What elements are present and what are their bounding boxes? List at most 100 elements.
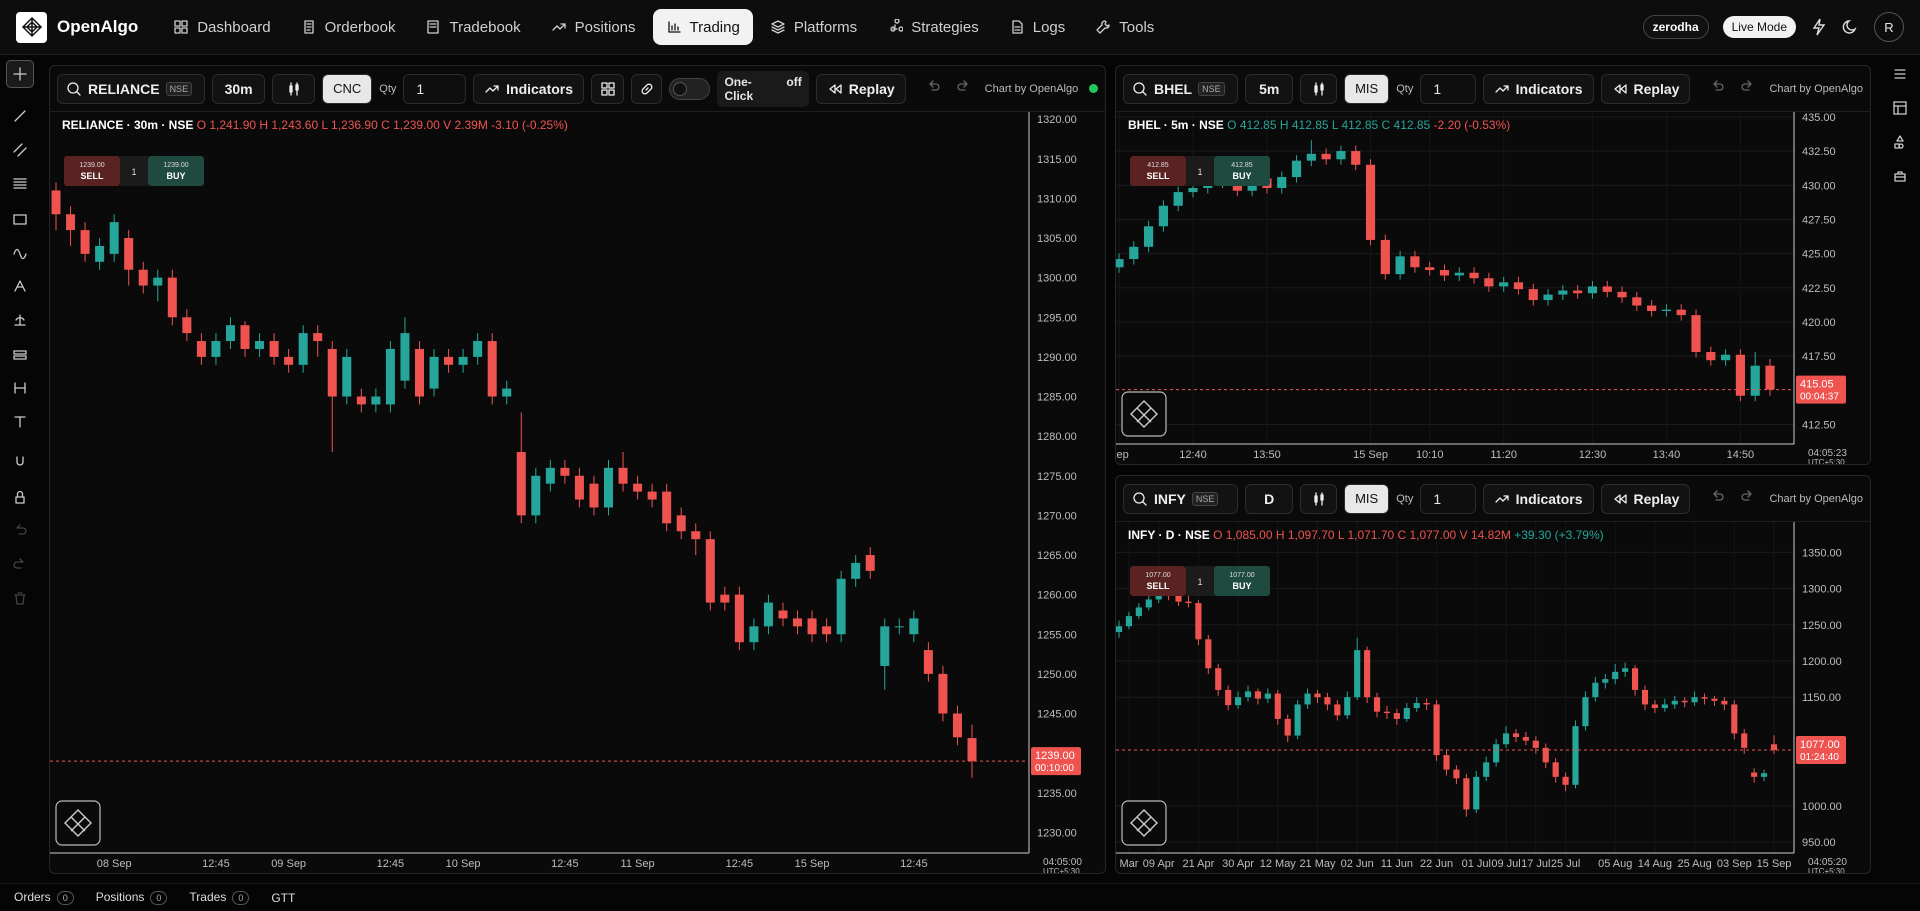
- drawing-tool[interactable]: [6, 550, 34, 578]
- candle-body: [1651, 704, 1658, 709]
- chart-type[interactable]: [272, 73, 316, 104]
- nav-item[interactable]: Tradebook: [412, 9, 533, 45]
- nav-item[interactable]: Tools: [1082, 9, 1167, 45]
- candle-body: [1188, 187, 1198, 193]
- drawing-tool[interactable]: [6, 374, 34, 402]
- status-tab[interactable]: Orders 0: [14, 890, 74, 905]
- brand[interactable]: OpenAlgo: [16, 11, 138, 43]
- qty-input[interactable]: 1: [1420, 73, 1476, 104]
- candle-body: [298, 333, 308, 365]
- candle-body: [211, 341, 221, 357]
- side-tool[interactable]: [1886, 128, 1914, 156]
- drawing-tool[interactable]: [6, 102, 34, 130]
- candle-body: [1676, 309, 1686, 316]
- drawing-tool[interactable]: [6, 584, 34, 612]
- drawing-tool[interactable]: [6, 136, 34, 164]
- x-tick-label: Sep: [1116, 449, 1129, 461]
- nav-item[interactable]: Dashboard: [160, 9, 283, 45]
- candle-body: [356, 396, 366, 405]
- flash-icon[interactable]: [1810, 18, 1828, 36]
- drawing-tool[interactable]: [6, 169, 34, 197]
- candle-body: [1306, 153, 1316, 161]
- chart[interactable]: 1230.001235.001240.001245.001250.001255.…: [50, 112, 1105, 873]
- status-tab[interactable]: GTT: [271, 891, 295, 905]
- replay[interactable]: Replay: [1600, 73, 1691, 104]
- chart[interactable]: 950.00 1000.00 1150.00 1200.00 1250.00 1300.0…: [1116, 522, 1870, 873]
- avatar[interactable]: R: [1874, 12, 1904, 42]
- undo[interactable]: [1709, 488, 1725, 509]
- candle-body: [1158, 205, 1168, 227]
- indicators[interactable]: Indicators: [1482, 73, 1594, 104]
- chart-type[interactable]: [1300, 483, 1338, 514]
- drawing-tool[interactable]: [6, 516, 34, 544]
- side-tool[interactable]: [1886, 94, 1914, 122]
- nav-item[interactable]: Logs: [996, 9, 1079, 45]
- redo[interactable]: [1740, 78, 1756, 99]
- nav-items: Dashboard Orderbook Tradebook Positions Trad…: [160, 9, 1171, 45]
- side-tool[interactable]: [1886, 162, 1914, 190]
- one-click: One-Click off: [717, 70, 809, 107]
- watermark-box: [1121, 800, 1167, 846]
- nav-item[interactable]: Orderbook: [288, 9, 409, 45]
- symbol-search[interactable]: RELIANCE NSE: [57, 73, 205, 104]
- theme-toggle[interactable]: [1842, 18, 1860, 36]
- drawing-tool[interactable]: [6, 447, 34, 475]
- drawing-tool[interactable]: [6, 238, 34, 266]
- redo[interactable]: [956, 78, 972, 99]
- product[interactable]: MIS: [1344, 73, 1390, 104]
- layout[interactable]: [591, 73, 625, 104]
- axis-tz: UTC+5:30: [1043, 867, 1080, 873]
- buy-price: 1077.00: [1229, 572, 1254, 579]
- status-count: 0: [232, 891, 250, 905]
- nav-item[interactable]: Trading: [652, 9, 753, 45]
- drawing-tool[interactable]: [6, 272, 34, 300]
- top-nav: OpenAlgo Dashboard Orderbook Tradebook Posi…: [0, 0, 1920, 55]
- qty-input[interactable]: 1: [1420, 483, 1476, 514]
- candle-body: [1751, 772, 1758, 777]
- drawing-tool[interactable]: [6, 306, 34, 334]
- symbol-search[interactable]: INFY NSE: [1123, 483, 1238, 514]
- change: +39.30 (+3.79%): [1514, 528, 1603, 542]
- y-tick-label: 1270.00: [1037, 510, 1077, 522]
- undo[interactable]: [925, 78, 941, 99]
- link[interactable]: [631, 73, 663, 104]
- candle-body: [269, 341, 279, 357]
- chart-type[interactable]: [1300, 73, 1338, 104]
- interval[interactable]: 5m: [1245, 73, 1294, 104]
- nav-item[interactable]: Positions: [538, 9, 649, 45]
- redo[interactable]: [1740, 488, 1756, 509]
- status-tab[interactable]: Positions 0: [96, 890, 168, 905]
- indicators[interactable]: Indicators: [1482, 483, 1594, 514]
- interval[interactable]: 30m: [212, 73, 266, 104]
- candle-body: [458, 356, 468, 365]
- drawing-tool[interactable]: [6, 341, 34, 369]
- undo[interactable]: [1709, 78, 1725, 99]
- interval[interactable]: D: [1245, 483, 1294, 514]
- side-tool[interactable]: [1886, 60, 1914, 88]
- status-tab[interactable]: Trades 0: [189, 890, 250, 905]
- broker-badge[interactable]: zerodha: [1642, 15, 1709, 39]
- drawing-tool[interactable]: [6, 483, 34, 511]
- candle-body: [1395, 256, 1405, 275]
- candle-body: [225, 325, 235, 342]
- drawing-tool[interactable]: [6, 205, 34, 233]
- replay[interactable]: Replay: [1600, 483, 1691, 514]
- product[interactable]: MIS: [1344, 483, 1390, 514]
- chart[interactable]: 412.50 417.50 420.00 422.50 425.00 427.50 430.…: [1116, 112, 1870, 464]
- one-click-toggle[interactable]: [669, 77, 711, 100]
- candle-body: [894, 626, 904, 628]
- symbol-search[interactable]: BHEL NSE: [1123, 73, 1238, 104]
- nav-item[interactable]: Platforms: [757, 9, 870, 45]
- last-price-box: [1031, 747, 1081, 776]
- watermark-glyph: [1130, 809, 1158, 837]
- replay[interactable]: Replay: [815, 73, 906, 104]
- nav-item[interactable]: Strategies: [874, 9, 992, 45]
- indicators[interactable]: Indicators: [473, 73, 585, 104]
- qty-input[interactable]: 1: [403, 73, 467, 104]
- product[interactable]: CNC: [322, 73, 373, 104]
- drawing-tool[interactable]: [6, 60, 34, 88]
- drawing-tool[interactable]: [6, 408, 34, 436]
- y-tick-label: 430.00: [1802, 180, 1836, 192]
- mode-badge[interactable]: Live Mode: [1722, 16, 1796, 38]
